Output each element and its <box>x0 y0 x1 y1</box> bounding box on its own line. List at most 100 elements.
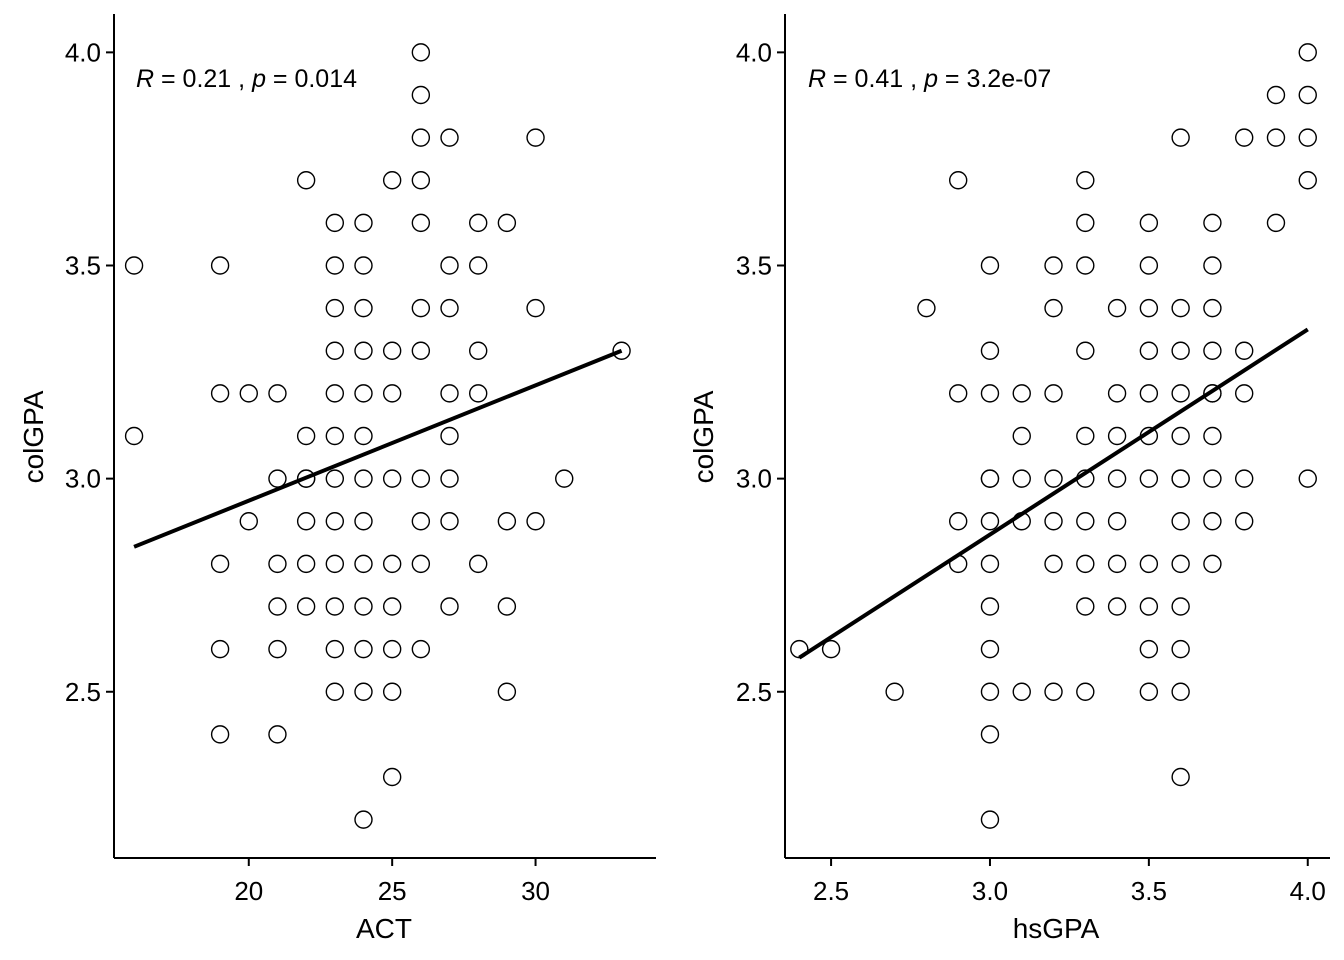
data-point <box>1107 597 1127 616</box>
data-point <box>1171 298 1190 318</box>
data-point <box>1044 256 1063 275</box>
data-point <box>917 298 936 318</box>
y-axis-title-hsgpa: colGPA <box>688 390 719 483</box>
data-point <box>440 256 459 275</box>
y-ticks-act: 2.5 3.0 3.5 4.0 <box>65 37 114 707</box>
data-point <box>411 512 431 531</box>
data-point <box>1076 682 1095 701</box>
data-point <box>948 512 968 531</box>
x-tick-label: 4.0 <box>1290 876 1326 906</box>
data-point <box>1234 341 1254 360</box>
data-point <box>210 384 230 403</box>
data-point <box>1171 341 1190 360</box>
data-point <box>411 171 431 190</box>
data-point <box>1139 682 1159 701</box>
data-point <box>980 725 1000 744</box>
data-point <box>440 128 459 147</box>
data-point <box>382 639 402 659</box>
data-point <box>1298 171 1317 190</box>
data-point <box>1107 298 1127 318</box>
data-point <box>980 341 1000 360</box>
data-point <box>1139 597 1159 616</box>
data-point <box>296 512 316 531</box>
y-tick-label: 4.0 <box>736 37 772 67</box>
points-hsgpa <box>790 43 1317 829</box>
data-point <box>1203 469 1222 488</box>
data-point <box>354 469 373 488</box>
panel-hsgpa: 2.5 3.0 3.5 4.0 2.5 3.0 3.5 4.0 R = 0.41 , p =… <box>688 14 1330 944</box>
data-point <box>411 43 431 62</box>
data-point <box>325 469 345 488</box>
x-tick-label: 25 <box>378 876 407 906</box>
data-point <box>354 512 373 531</box>
data-point <box>411 341 431 360</box>
data-point <box>296 171 316 190</box>
data-point <box>268 384 287 403</box>
data-point <box>354 426 373 446</box>
data-point <box>124 256 144 275</box>
data-point <box>1076 554 1095 574</box>
y-tick-label: 3.0 <box>736 464 772 494</box>
data-point <box>1171 639 1190 659</box>
data-point <box>440 384 459 403</box>
data-point <box>885 682 904 701</box>
data-point <box>382 341 402 360</box>
data-point <box>382 767 402 787</box>
data-point <box>1139 384 1159 403</box>
x-tick-label: 2.5 <box>813 876 849 906</box>
y-ticks-hsgpa: 2.5 3.0 3.5 4.0 <box>736 37 785 707</box>
data-point <box>1076 213 1095 233</box>
data-point <box>411 639 431 659</box>
y-tick-label: 2.5 <box>736 677 772 707</box>
data-point <box>980 554 1000 574</box>
data-point <box>526 128 545 147</box>
data-point <box>469 384 488 403</box>
data-point <box>469 341 488 360</box>
data-point <box>124 426 144 446</box>
data-point <box>1266 128 1286 147</box>
x-ticks-hsgpa: 2.5 3.0 3.5 4.0 <box>813 858 1326 906</box>
data-point <box>440 512 459 531</box>
data-point <box>948 384 968 403</box>
data-point <box>325 256 345 275</box>
x-axis-title-hsgpa: hsGPA <box>1013 913 1100 944</box>
x-tick-label: 3.0 <box>972 876 1008 906</box>
data-point <box>354 682 373 701</box>
data-point <box>411 554 431 574</box>
data-point <box>440 469 459 488</box>
data-point <box>980 512 1000 531</box>
data-point <box>1139 256 1159 275</box>
data-point <box>354 554 373 574</box>
x-axis-title-act: ACT <box>356 913 412 944</box>
annotation-p-text: = 3.2e-07 <box>938 65 1051 93</box>
data-point <box>1139 213 1159 233</box>
data-point <box>440 298 459 318</box>
data-point <box>1298 85 1317 105</box>
data-point <box>1139 341 1159 360</box>
data-point <box>382 384 402 403</box>
correlation-annotation-act: R = 0.21 , p = 0.014 <box>136 65 357 93</box>
data-point <box>1012 384 1031 403</box>
data-point <box>268 469 287 488</box>
data-point <box>1203 256 1222 275</box>
annotation-r-label: R <box>808 65 826 93</box>
data-point <box>1298 128 1317 147</box>
data-point <box>382 171 402 190</box>
data-point <box>382 597 402 616</box>
data-point <box>1107 384 1127 403</box>
y-tick-label: 3.5 <box>65 250 101 280</box>
data-point <box>980 256 1000 275</box>
data-point <box>1044 512 1063 531</box>
data-point <box>1203 213 1222 233</box>
data-point <box>325 597 345 616</box>
data-point <box>1234 128 1254 147</box>
data-point <box>1044 384 1063 403</box>
data-point <box>948 171 968 190</box>
data-point <box>268 725 287 744</box>
data-point <box>440 426 459 446</box>
annotation-p-label: p <box>251 65 266 93</box>
data-point <box>1266 213 1286 233</box>
data-point <box>210 725 230 744</box>
annotation-p-text: = 0.014 <box>266 65 357 93</box>
